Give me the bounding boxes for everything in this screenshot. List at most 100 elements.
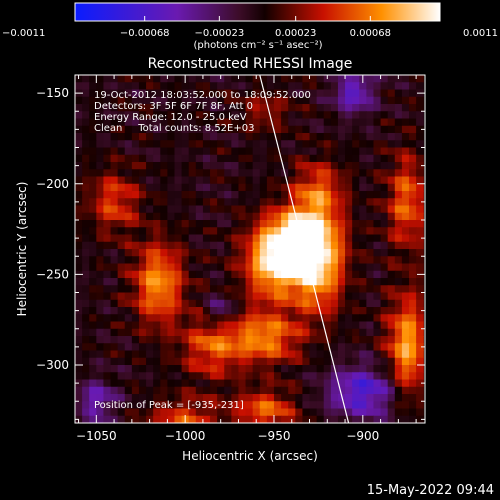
heatmap-cell	[75, 292, 83, 301]
heatmap-cell	[302, 372, 311, 381]
heatmap-cell	[89, 365, 97, 373]
heatmap-cell	[224, 263, 232, 272]
heatmap-cell	[174, 212, 183, 221]
heatmap-cell	[96, 176, 105, 185]
heatmap-cell	[131, 227, 140, 236]
heatmap-cell	[96, 198, 105, 207]
heatmap-cell	[259, 357, 268, 366]
heatmap-cell	[295, 299, 304, 308]
heatmap-cell	[281, 227, 289, 236]
y-tick-label: −200	[36, 177, 69, 191]
heatmap-cell	[103, 227, 112, 236]
heatmap-cell	[89, 133, 97, 141]
heatmap-cell	[195, 75, 204, 83]
heatmap-cell	[273, 263, 282, 272]
heatmap-cell	[167, 292, 176, 301]
heatmap-cell	[316, 256, 325, 265]
heatmap-cell	[89, 343, 97, 352]
heatmap-cell	[337, 314, 346, 323]
heatmap-cell	[259, 278, 268, 286]
heatmap-cell	[359, 169, 367, 178]
heatmap-cell	[394, 263, 403, 272]
heatmap-cell	[387, 89, 396, 98]
heatmap-cell	[181, 278, 190, 286]
heatmap-cell	[210, 365, 218, 373]
heatmap-cell	[309, 307, 318, 315]
heatmap-cell	[337, 328, 346, 337]
heatmap-cell	[110, 111, 119, 120]
heatmap-cell	[309, 75, 318, 83]
heatmap-cell	[259, 111, 268, 120]
heatmap-cell	[380, 343, 389, 352]
heatmap-cell	[174, 321, 183, 330]
heatmap-cell	[394, 249, 403, 257]
heatmap-cell	[409, 75, 417, 83]
heatmap-cell	[231, 176, 240, 185]
heatmap-cell	[181, 147, 190, 156]
heatmap-cell	[103, 96, 112, 105]
heatmap-cell	[202, 314, 211, 323]
heatmap-cell	[330, 176, 339, 185]
heatmap-cell	[394, 198, 403, 207]
heatmap-cell	[103, 299, 112, 308]
heatmap-cell	[117, 350, 126, 359]
heatmap-cell	[124, 111, 133, 120]
heatmap-cell	[131, 285, 140, 294]
heatmap-cell	[295, 212, 304, 221]
heatmap-cell	[117, 241, 126, 250]
heatmap-cell	[252, 111, 261, 120]
heatmap-cell	[259, 401, 268, 410]
heatmap-cell	[217, 140, 225, 149]
heatmap-cell	[394, 140, 403, 149]
heatmap-cell	[366, 321, 375, 330]
heatmap-cell	[202, 183, 211, 192]
heatmap-cell	[281, 89, 289, 98]
heatmap-cell	[103, 365, 112, 373]
heatmap-cell	[96, 328, 105, 337]
heatmap-cell	[359, 140, 367, 149]
heatmap-cell	[380, 307, 389, 315]
heatmap-cell	[373, 133, 382, 141]
heatmap-cell	[138, 89, 147, 98]
heatmap-cell	[110, 104, 119, 112]
heatmap-cell	[82, 336, 90, 344]
heatmap-cell	[82, 154, 90, 163]
heatmap-cell	[188, 350, 197, 359]
heatmap-cell	[110, 125, 119, 134]
heatmap-cell	[323, 249, 332, 257]
heatmap-cell	[309, 285, 318, 294]
heatmap-cell	[373, 292, 382, 301]
heatmap-cell	[281, 357, 289, 366]
heatmap-cell	[153, 386, 161, 395]
heatmap-cell	[281, 140, 289, 149]
heatmap-cell	[224, 278, 232, 286]
heatmap-cell	[359, 154, 367, 163]
heatmap-cell	[281, 183, 289, 192]
colorbar-tick-label: −0.00068	[120, 28, 170, 39]
heatmap-cell	[281, 220, 289, 228]
heatmap-cell	[195, 263, 204, 272]
heatmap-cell	[252, 162, 261, 170]
heatmap-cell	[89, 96, 97, 105]
heatmap-cell	[288, 386, 296, 395]
heatmap-cell	[273, 379, 282, 388]
heatmap-cell	[323, 176, 332, 185]
heatmap-cell	[245, 118, 254, 127]
heatmap-cell	[409, 249, 417, 257]
heatmap-cell	[302, 96, 311, 105]
heatmap-cell	[309, 314, 318, 323]
heatmap-cell	[259, 314, 268, 323]
heatmap-cell	[323, 328, 332, 337]
heatmap-cell	[259, 154, 268, 163]
heatmap-cell	[302, 299, 311, 308]
heatmap-cell	[295, 336, 304, 344]
heatmap-cell	[82, 386, 90, 395]
heatmap-cell	[387, 328, 396, 337]
heatmap-cell	[366, 415, 375, 423]
heatmap-cell	[394, 169, 403, 178]
heatmap-cell	[224, 212, 232, 221]
heatmap-cell	[238, 357, 247, 366]
heatmap-cell	[138, 234, 147, 243]
heatmap-cell	[359, 104, 367, 112]
heatmap-cell	[387, 96, 396, 105]
